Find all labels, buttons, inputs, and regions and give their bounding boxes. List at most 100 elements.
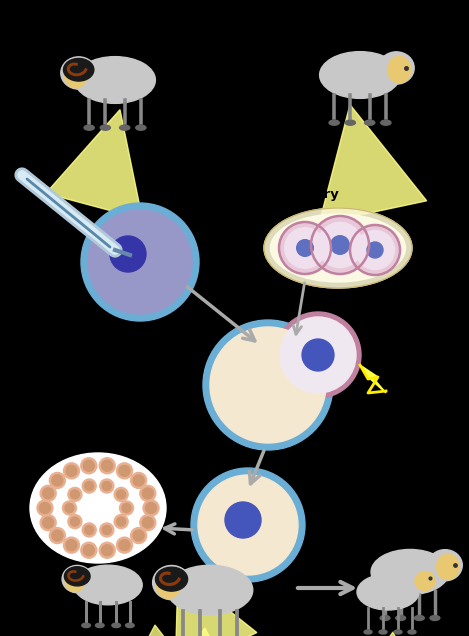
Ellipse shape bbox=[63, 59, 94, 81]
Circle shape bbox=[102, 545, 113, 556]
Ellipse shape bbox=[430, 616, 440, 621]
Polygon shape bbox=[46, 109, 143, 219]
Circle shape bbox=[85, 481, 94, 490]
Ellipse shape bbox=[167, 565, 253, 615]
Circle shape bbox=[131, 528, 147, 544]
Ellipse shape bbox=[271, 214, 406, 282]
Circle shape bbox=[85, 525, 94, 534]
Ellipse shape bbox=[345, 120, 356, 125]
Ellipse shape bbox=[155, 567, 188, 591]
Circle shape bbox=[318, 223, 363, 268]
Circle shape bbox=[52, 530, 63, 541]
Circle shape bbox=[40, 515, 56, 530]
Circle shape bbox=[83, 545, 94, 556]
Circle shape bbox=[275, 312, 361, 398]
Ellipse shape bbox=[381, 120, 391, 125]
Polygon shape bbox=[175, 570, 257, 636]
Circle shape bbox=[210, 327, 326, 443]
Ellipse shape bbox=[329, 120, 339, 125]
Circle shape bbox=[140, 485, 156, 501]
Ellipse shape bbox=[396, 616, 406, 621]
Circle shape bbox=[279, 222, 331, 274]
Ellipse shape bbox=[364, 630, 372, 634]
Circle shape bbox=[102, 525, 111, 534]
Circle shape bbox=[280, 317, 356, 393]
Polygon shape bbox=[319, 105, 427, 224]
Circle shape bbox=[99, 543, 115, 558]
Circle shape bbox=[142, 517, 153, 528]
Polygon shape bbox=[364, 632, 414, 636]
Circle shape bbox=[40, 485, 56, 501]
Circle shape bbox=[116, 537, 133, 553]
Circle shape bbox=[88, 210, 192, 314]
Circle shape bbox=[43, 517, 53, 528]
Circle shape bbox=[311, 216, 369, 274]
Ellipse shape bbox=[75, 57, 155, 104]
Ellipse shape bbox=[407, 567, 437, 593]
Ellipse shape bbox=[364, 120, 375, 125]
Ellipse shape bbox=[156, 570, 181, 598]
Ellipse shape bbox=[74, 565, 142, 605]
Circle shape bbox=[133, 475, 144, 486]
Polygon shape bbox=[125, 625, 195, 636]
Circle shape bbox=[131, 473, 147, 488]
Circle shape bbox=[198, 475, 298, 575]
Circle shape bbox=[81, 543, 97, 558]
Circle shape bbox=[100, 479, 114, 493]
Ellipse shape bbox=[378, 52, 414, 84]
Circle shape bbox=[102, 481, 111, 490]
Ellipse shape bbox=[357, 574, 419, 610]
Ellipse shape bbox=[120, 125, 130, 130]
Circle shape bbox=[350, 225, 400, 275]
Circle shape bbox=[68, 515, 82, 529]
Circle shape bbox=[66, 540, 77, 551]
Circle shape bbox=[43, 488, 53, 499]
Ellipse shape bbox=[408, 630, 416, 634]
Ellipse shape bbox=[379, 630, 387, 634]
Ellipse shape bbox=[264, 208, 412, 288]
Circle shape bbox=[145, 502, 157, 513]
Polygon shape bbox=[171, 628, 231, 636]
Text: ammary: ammary bbox=[278, 188, 339, 201]
Circle shape bbox=[114, 515, 128, 529]
Circle shape bbox=[83, 460, 94, 471]
Ellipse shape bbox=[112, 623, 121, 628]
Ellipse shape bbox=[84, 125, 94, 130]
Ellipse shape bbox=[380, 616, 390, 621]
Circle shape bbox=[119, 540, 130, 551]
Ellipse shape bbox=[61, 57, 97, 89]
Ellipse shape bbox=[30, 453, 166, 563]
Ellipse shape bbox=[152, 565, 190, 600]
Ellipse shape bbox=[320, 52, 401, 99]
Circle shape bbox=[140, 515, 156, 530]
Ellipse shape bbox=[82, 623, 91, 628]
Ellipse shape bbox=[64, 567, 90, 586]
Circle shape bbox=[297, 240, 313, 256]
Polygon shape bbox=[360, 365, 378, 377]
Ellipse shape bbox=[65, 569, 84, 591]
Circle shape bbox=[70, 517, 79, 526]
Ellipse shape bbox=[371, 550, 449, 595]
Circle shape bbox=[331, 236, 349, 254]
Circle shape bbox=[356, 230, 394, 270]
Circle shape bbox=[99, 458, 115, 474]
Circle shape bbox=[117, 490, 126, 499]
Circle shape bbox=[191, 468, 305, 582]
Circle shape bbox=[120, 501, 134, 515]
Circle shape bbox=[81, 458, 97, 474]
Ellipse shape bbox=[387, 57, 411, 83]
Circle shape bbox=[63, 463, 79, 479]
Circle shape bbox=[203, 320, 333, 450]
Ellipse shape bbox=[437, 554, 459, 579]
Circle shape bbox=[100, 523, 114, 537]
Ellipse shape bbox=[394, 630, 402, 634]
Ellipse shape bbox=[415, 572, 435, 590]
Text: Dolly: Dolly bbox=[358, 537, 397, 551]
Ellipse shape bbox=[62, 565, 92, 593]
Circle shape bbox=[49, 473, 65, 488]
Circle shape bbox=[285, 228, 325, 268]
Circle shape bbox=[116, 463, 133, 479]
Circle shape bbox=[62, 501, 76, 515]
Circle shape bbox=[110, 236, 146, 272]
Circle shape bbox=[133, 530, 144, 541]
